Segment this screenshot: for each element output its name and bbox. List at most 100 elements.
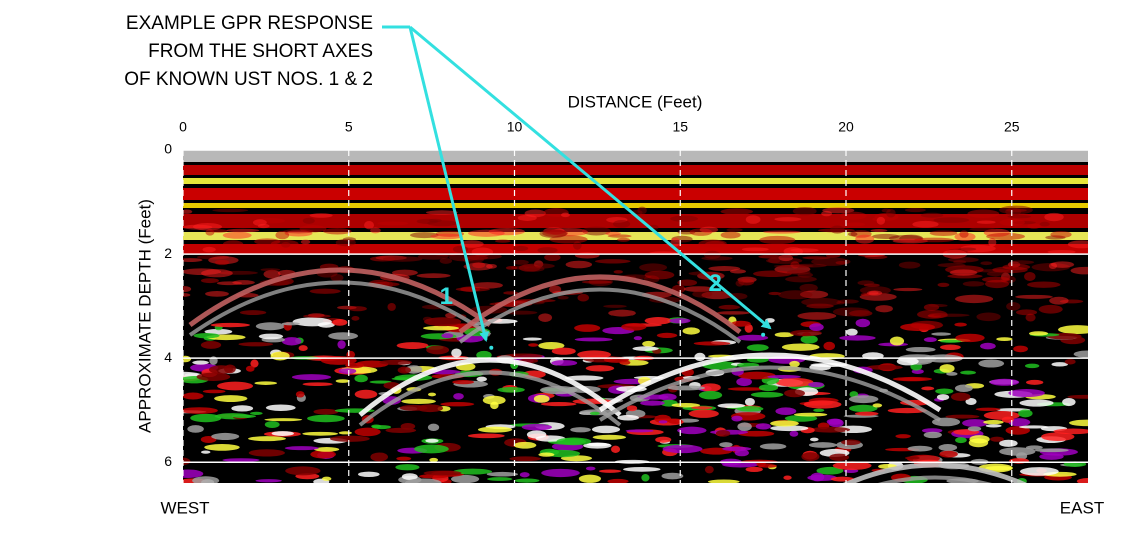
- east-label: EAST: [1060, 498, 1104, 517]
- texture-blob: [637, 207, 646, 215]
- texture-blob: [848, 232, 858, 236]
- texture-blob: [753, 270, 792, 277]
- texture-blob: [746, 215, 761, 224]
- texture-blob: [899, 262, 920, 269]
- texture-blob: [541, 402, 577, 406]
- texture-blob: [986, 424, 1002, 427]
- texture-blob: [921, 213, 943, 218]
- x-tick-label: 0: [179, 119, 187, 135]
- texture-blob: [763, 230, 801, 233]
- texture-blob: [523, 337, 542, 340]
- texture-blob: [717, 311, 750, 314]
- texture-blob: [657, 333, 677, 338]
- texture-blob: [793, 207, 817, 215]
- texture-blob: [1027, 281, 1060, 287]
- texture-blob: [232, 280, 254, 285]
- texture-blob: [794, 413, 827, 417]
- texture-blob: [330, 436, 370, 442]
- texture-blob: [774, 265, 814, 268]
- texture-blob: [607, 479, 628, 484]
- texture-blob: [528, 343, 538, 346]
- texture-blob: [1050, 231, 1071, 238]
- texture-blob: [621, 323, 646, 331]
- texture-blob: [250, 412, 263, 415]
- texture-blob: [721, 232, 741, 239]
- texture-blob: [428, 393, 436, 397]
- texture-blob: [217, 382, 253, 391]
- texture-blob: [339, 368, 357, 374]
- texture-blob: [1074, 351, 1101, 358]
- texture-blob: [1019, 425, 1049, 428]
- texture-blob: [582, 280, 612, 283]
- texture-blob: [963, 281, 985, 286]
- texture-blob: [641, 474, 649, 481]
- texture-blob: [785, 276, 817, 282]
- texture-blob: [587, 443, 610, 446]
- texture-blob: [1006, 302, 1020, 310]
- texture-blob: [1048, 250, 1076, 254]
- texture-blob: [617, 238, 630, 242]
- texture-blob: [873, 403, 883, 407]
- texture-blob: [857, 280, 874, 285]
- texture-blob: [924, 337, 937, 342]
- texture-blob: [937, 283, 949, 287]
- texture-blob: [603, 305, 627, 308]
- texture-blob: [976, 408, 1001, 411]
- texture-blob: [933, 217, 969, 223]
- texture-blob: [556, 438, 591, 446]
- texture-blob: [514, 479, 539, 483]
- texture-blob: [426, 210, 458, 214]
- texture-blob: [222, 458, 259, 462]
- texture-blob: [670, 216, 698, 222]
- texture-blob: [959, 230, 968, 237]
- texture-blob: [307, 415, 345, 422]
- y-tick-label: 0: [164, 141, 172, 157]
- texture-blob: [983, 420, 1003, 424]
- texture-blob: [877, 217, 885, 225]
- texture-blob: [626, 429, 654, 432]
- texture-blob: [839, 335, 875, 340]
- texture-blob: [955, 437, 967, 443]
- texture-blob: [210, 229, 228, 232]
- texture-blob: [778, 255, 793, 261]
- texture-blob: [396, 457, 411, 461]
- y-tick-label: 2: [164, 245, 172, 261]
- texture-blob: [1024, 272, 1035, 281]
- texture-blob: [400, 405, 428, 411]
- texture-blob: [987, 272, 1004, 277]
- texture-blob: [1041, 432, 1074, 441]
- texture-blob: [182, 393, 203, 400]
- texture-blob: [663, 445, 703, 453]
- texture-blob: [1002, 264, 1030, 270]
- texture-blob: [935, 388, 953, 394]
- texture-blob: [1013, 346, 1028, 353]
- texture-blob: [813, 409, 824, 412]
- texture-blob: [978, 360, 1004, 368]
- texture-blob: [940, 364, 955, 373]
- texture-blob: [699, 391, 722, 400]
- texture-blob: [1069, 420, 1104, 427]
- texture-blob: [875, 305, 893, 312]
- target-label: 1: [440, 283, 453, 310]
- texture-blob: [898, 378, 925, 381]
- texture-blob: [810, 427, 850, 433]
- texture-blob: [639, 263, 667, 271]
- texture-blob: [640, 401, 665, 406]
- texture-blob: [429, 219, 442, 223]
- target-apex: [761, 333, 765, 337]
- texture-blob: [328, 332, 358, 340]
- texture-blob: [265, 421, 280, 428]
- x-tick-label: 25: [1004, 119, 1020, 135]
- texture-blob: [336, 239, 356, 246]
- texture-blob: [383, 256, 423, 261]
- texture-blob: [914, 238, 954, 243]
- texture-blob: [924, 432, 942, 438]
- hyperbola: [785, 478, 1085, 530]
- texture-blob: [990, 437, 1004, 442]
- texture-blob: [303, 314, 331, 318]
- texture-blob: [890, 337, 904, 346]
- texture-blob: [428, 424, 439, 431]
- texture-blob: [192, 360, 209, 364]
- texture-blob: [538, 453, 554, 457]
- texture-blob: [999, 206, 1033, 215]
